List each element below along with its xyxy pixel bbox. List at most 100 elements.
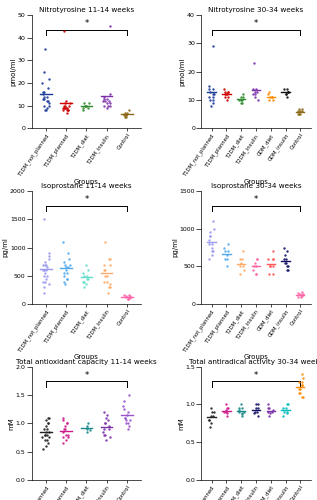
Point <box>256 96 261 104</box>
Point <box>225 262 230 270</box>
Point <box>104 95 109 103</box>
Point <box>47 252 52 260</box>
Point <box>208 232 213 240</box>
Point <box>102 102 107 110</box>
Point <box>241 408 246 416</box>
Point <box>83 102 88 110</box>
Point <box>270 248 275 256</box>
Point <box>239 99 244 107</box>
Text: *: * <box>254 370 258 380</box>
Point <box>126 293 131 301</box>
Point <box>240 99 245 107</box>
Point <box>225 255 230 263</box>
Point <box>107 255 112 263</box>
Point <box>121 290 126 298</box>
Point <box>299 382 304 390</box>
Point <box>47 255 52 263</box>
Point <box>45 425 50 433</box>
Point <box>40 434 45 442</box>
Text: *: * <box>254 19 258 28</box>
Point <box>270 93 275 101</box>
Point <box>226 404 231 412</box>
Point <box>40 95 45 103</box>
Y-axis label: pmol/ml: pmol/ml <box>180 58 186 86</box>
Point <box>206 240 211 248</box>
Point <box>240 248 245 256</box>
Point <box>102 420 107 428</box>
Point <box>297 386 302 394</box>
Point <box>81 278 86 285</box>
Point <box>284 410 289 418</box>
Point <box>42 425 47 433</box>
Point <box>62 278 67 285</box>
Point <box>252 90 257 98</box>
Point <box>42 430 48 438</box>
Point <box>101 428 106 436</box>
Point <box>285 88 290 96</box>
Point <box>82 278 87 285</box>
Point <box>254 255 259 263</box>
Point <box>43 45 48 53</box>
Point <box>285 88 290 96</box>
Point <box>85 272 90 280</box>
Point <box>62 104 67 112</box>
Point <box>266 404 271 412</box>
Point <box>83 260 88 268</box>
Point <box>123 416 128 424</box>
Point <box>61 104 66 112</box>
Point <box>124 420 129 428</box>
Point <box>239 96 244 104</box>
Point <box>254 408 259 416</box>
Point <box>226 248 231 256</box>
Point <box>47 74 52 82</box>
Point <box>239 410 244 418</box>
Point <box>251 59 256 67</box>
Point <box>60 439 65 447</box>
Point <box>46 414 51 422</box>
Point <box>236 406 241 414</box>
Point <box>299 294 304 302</box>
Point <box>67 102 72 110</box>
Point <box>210 90 215 98</box>
Point <box>282 408 287 416</box>
Point <box>236 96 242 104</box>
Y-axis label: pg/ml: pg/ml <box>3 238 9 258</box>
Point <box>210 248 215 256</box>
Point <box>87 100 92 108</box>
Point <box>281 84 286 92</box>
Point <box>285 248 290 256</box>
Point <box>207 228 212 236</box>
Point <box>61 425 67 433</box>
Point <box>67 100 72 108</box>
Point <box>63 266 68 274</box>
Point <box>209 420 214 428</box>
Point <box>207 416 212 424</box>
Point <box>46 280 51 288</box>
Point <box>60 428 65 436</box>
Point <box>297 110 302 118</box>
Point <box>122 405 127 413</box>
Point <box>46 84 51 92</box>
Point <box>224 251 229 259</box>
Point <box>40 445 45 453</box>
Point <box>41 90 46 98</box>
Point <box>267 410 272 418</box>
Point <box>43 278 48 285</box>
Text: *: * <box>84 19 88 28</box>
Point <box>224 412 230 420</box>
Point <box>107 90 113 98</box>
Point <box>64 97 69 105</box>
Point <box>107 280 112 288</box>
Point <box>64 430 69 438</box>
Point <box>41 95 46 103</box>
Point <box>84 425 89 433</box>
Point <box>300 374 305 382</box>
Point <box>238 400 243 408</box>
Point <box>102 430 107 438</box>
Point <box>102 92 107 100</box>
Point <box>104 272 109 280</box>
Point <box>207 232 212 240</box>
Point <box>126 295 131 303</box>
Point <box>40 278 45 285</box>
Point <box>210 99 215 107</box>
